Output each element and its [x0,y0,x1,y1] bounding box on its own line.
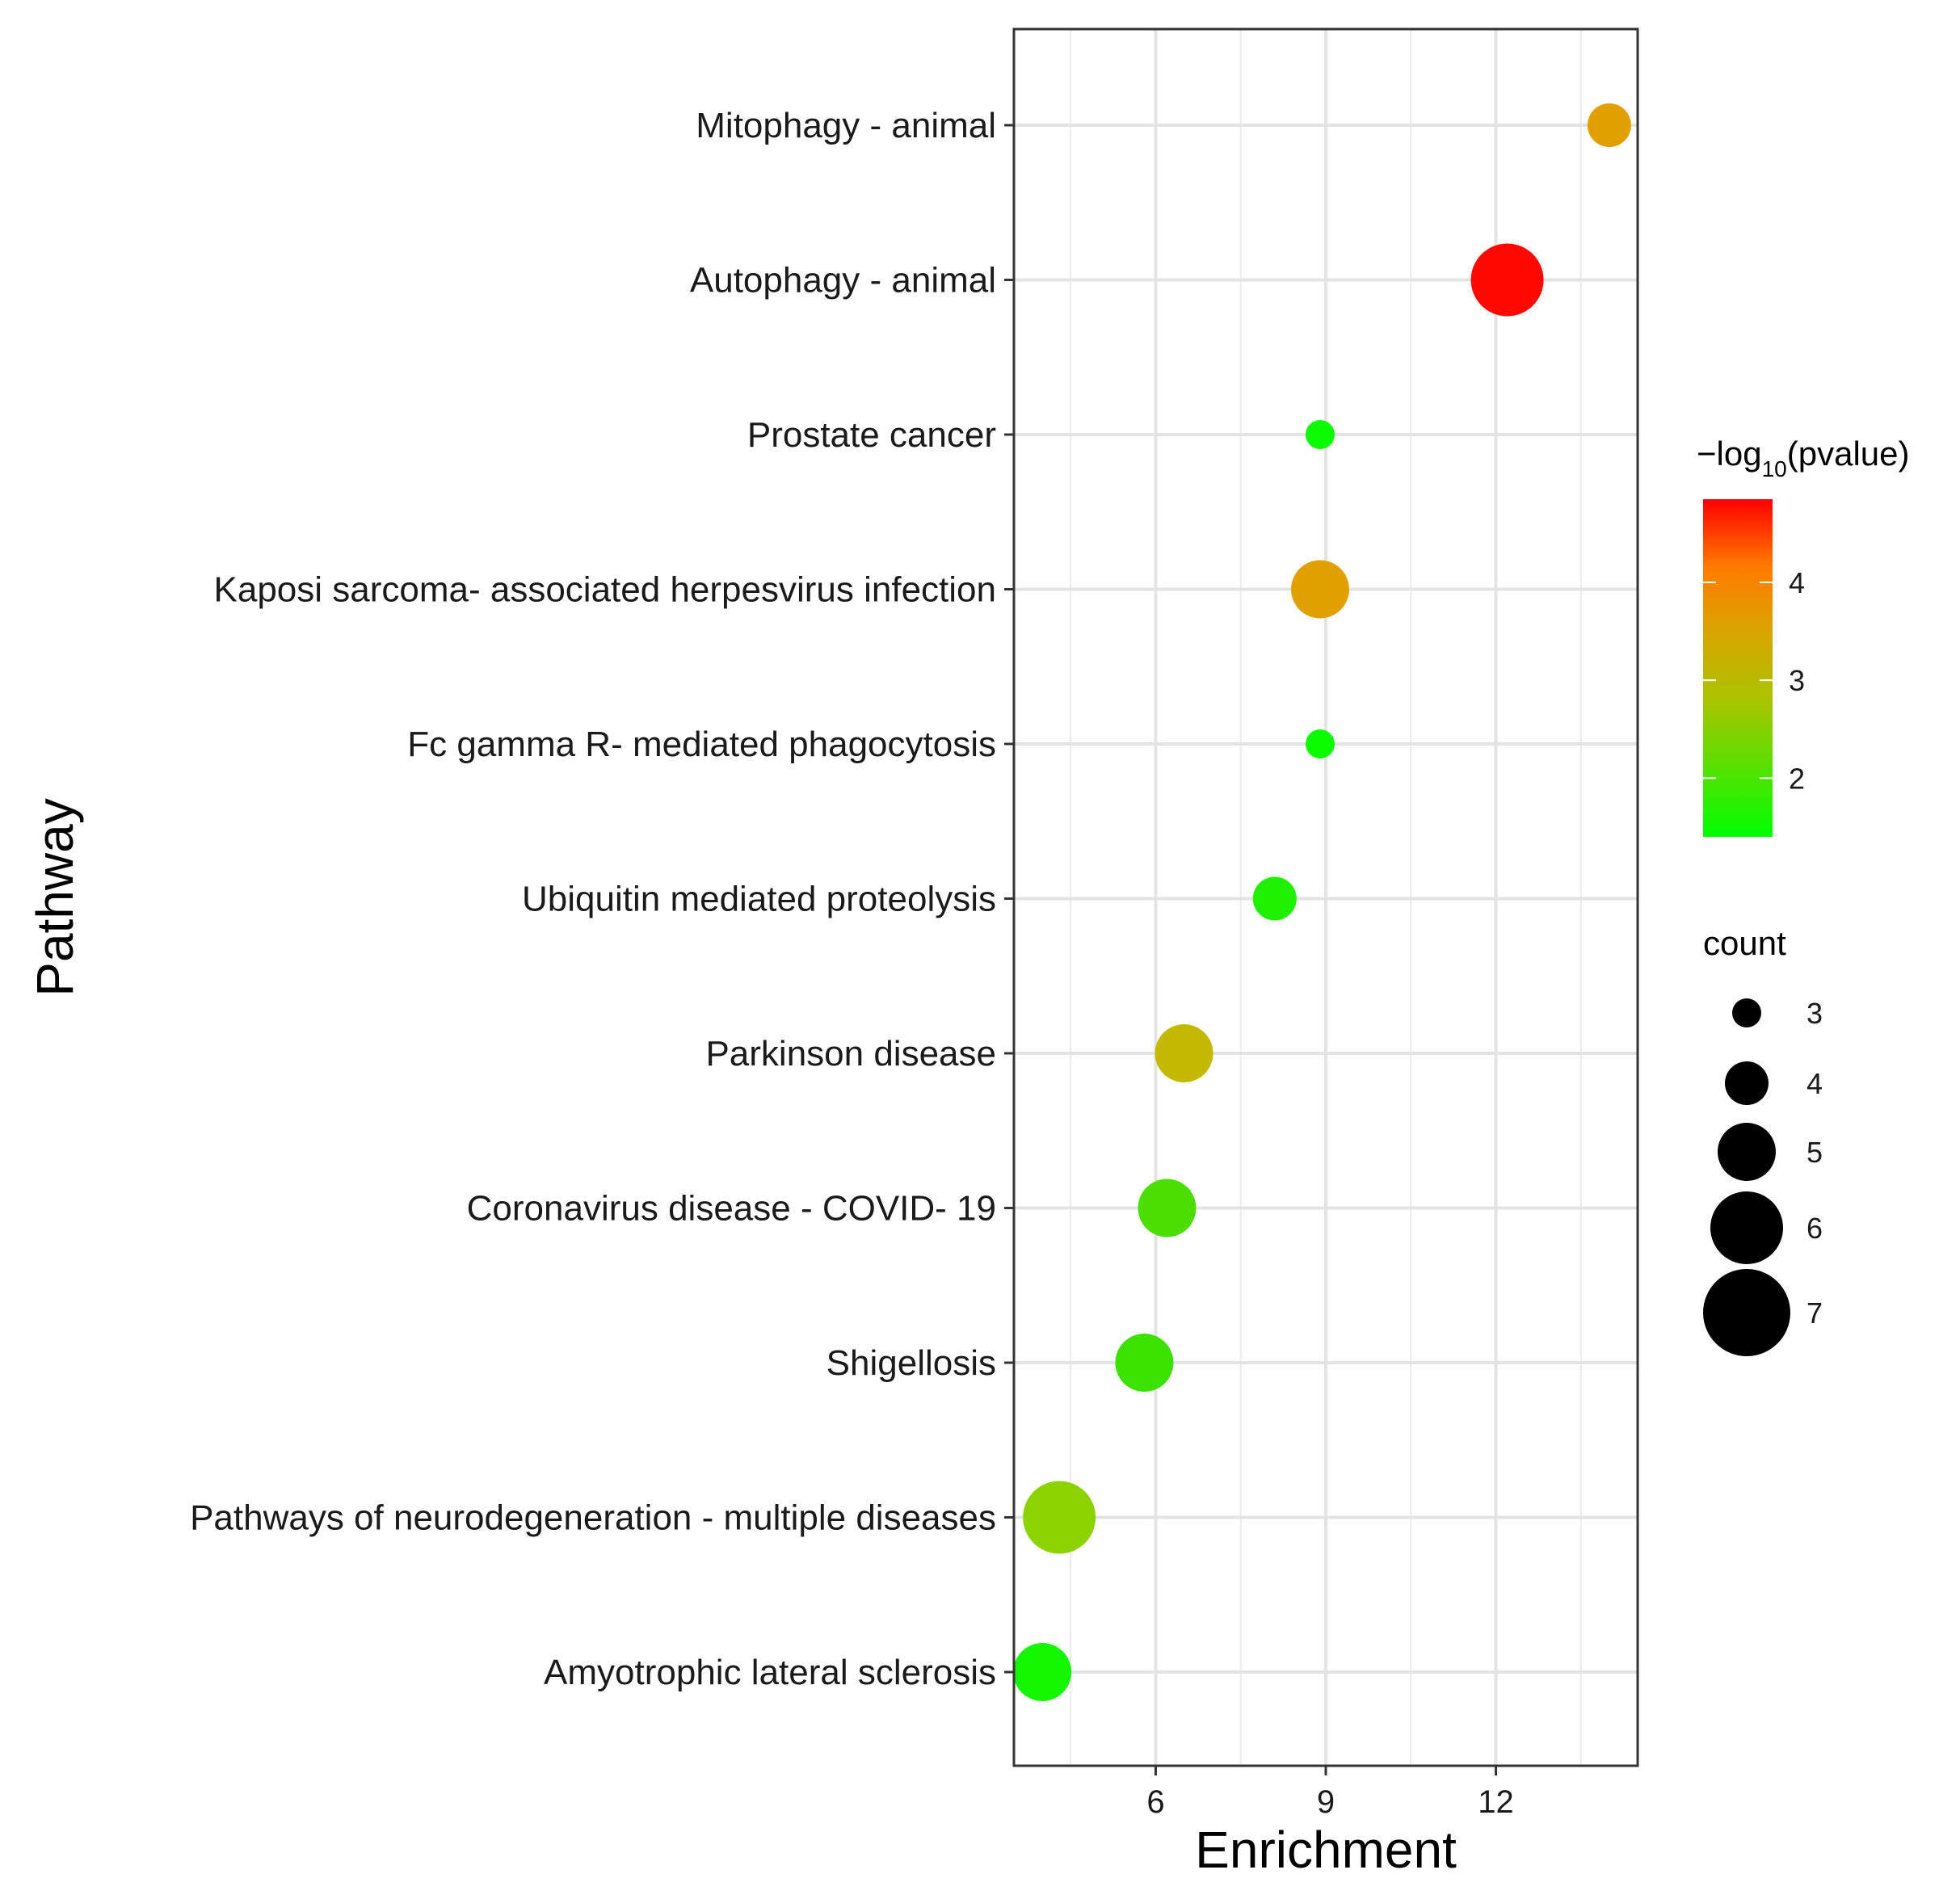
size-legend-label: 6 [1806,1212,1823,1245]
x-axis: 6 9 12 [1146,1766,1514,1820]
colorbar-tick-label: 3 [1789,664,1805,697]
data-point [1290,560,1349,619]
y-tick-label: Mitophagy - animal [696,106,996,145]
y-tick-label: Kaposi sarcoma- associated herpesvirus i… [214,570,996,610]
x-tick-label: 12 [1478,1784,1514,1820]
colorbar-tick-label: 2 [1789,762,1805,795]
y-tick-label: Pathways of neurodegeneration - multiple… [190,1498,996,1538]
data-point [1305,729,1335,758]
data-point [1115,1334,1174,1392]
y-axis-title: Pathway [26,798,84,996]
data-point [1587,103,1631,147]
y-tick-label: Coronavirus disease - COVID- 19 [467,1189,996,1229]
y-tick-label: Parkinson disease [705,1034,996,1074]
y-tick-label: Shigellosis [826,1343,996,1383]
y-tick-label: Amyotrophic lateral sclerosis [544,1653,996,1692]
data-point [1155,1024,1213,1082]
y-tick-label: Fc gamma R- mediated phagocytosis [407,725,996,764]
size-legend-dot [1710,1191,1783,1264]
size-legend-label: 4 [1806,1067,1823,1100]
data-point [1470,243,1544,317]
colorbar [1703,499,1773,837]
point-layer [1013,103,1631,1701]
size-legend-dot [1718,1123,1776,1181]
size-legend-dot [1703,1269,1790,1356]
size-legend-label: 3 [1806,997,1823,1030]
size-legend-title: count [1703,924,1786,962]
size-legend-dot [1732,998,1761,1027]
y-axis: Mitophagy - animal Autophagy - animal Pros… [190,106,1014,1692]
size-legend-items: 3 4 5 6 7 [1703,997,1823,1356]
data-point [1138,1179,1197,1237]
size-legend-dot [1725,1061,1769,1105]
size-legend-label: 5 [1806,1136,1823,1169]
x-axis-title: Enrichment [1195,1821,1457,1879]
data-point [1305,420,1335,449]
size-legend-label: 7 [1806,1296,1823,1330]
y-tick-label: Ubiquitin mediated proteolysis [522,880,996,919]
color-legend: −log10(pvalue) 2 3 4 [1697,435,1909,837]
colorbar-tick-label: 4 [1789,566,1805,599]
size-legend: count 3 4 5 6 7 [1703,924,1823,1356]
y-tick-label: Prostate cancer [747,415,996,455]
y-tick-label: Autophagy - animal [690,261,996,300]
x-tick-label: 6 [1146,1784,1164,1820]
color-legend-title: −log10(pvalue) [1697,435,1909,481]
colorbar-ticks: 2 3 4 [1703,566,1805,795]
data-point [1013,1643,1072,1701]
x-tick-label: 9 [1317,1784,1335,1820]
data-point [1252,876,1297,921]
data-point [1023,1481,1096,1554]
